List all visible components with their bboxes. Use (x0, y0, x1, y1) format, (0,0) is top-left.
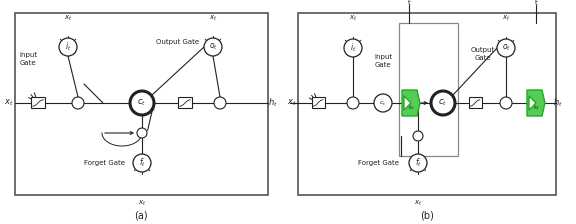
Circle shape (344, 39, 362, 57)
Polygon shape (529, 96, 536, 110)
Circle shape (497, 39, 515, 57)
Text: (a): (a) (134, 210, 148, 220)
Text: (b): (b) (420, 210, 434, 220)
Text: Input: Input (19, 52, 37, 58)
Text: Output Gate: Output Gate (157, 39, 199, 45)
Text: Gate: Gate (374, 62, 391, 68)
FancyBboxPatch shape (468, 97, 482, 108)
Text: $x_t$: $x_t$ (4, 98, 14, 108)
Text: $x_t$: $x_t$ (414, 198, 422, 208)
Circle shape (130, 91, 154, 115)
Circle shape (409, 154, 427, 172)
Text: $x_t$: $x_t$ (209, 13, 217, 23)
Text: $i_t$: $i_t$ (65, 41, 71, 53)
Text: $x_t$: $x_t$ (349, 13, 357, 23)
Polygon shape (404, 96, 411, 110)
Circle shape (133, 154, 151, 172)
Text: Gate: Gate (475, 55, 491, 61)
Text: $k_t$: $k_t$ (533, 103, 539, 112)
Circle shape (72, 97, 84, 109)
Text: Forget Gate: Forget Gate (358, 160, 399, 166)
Text: $i_t$: $i_t$ (350, 42, 356, 54)
Text: t: t (408, 0, 410, 6)
Circle shape (413, 131, 423, 141)
Circle shape (137, 128, 147, 138)
Circle shape (204, 38, 222, 56)
Circle shape (431, 91, 455, 115)
Text: $c_t$: $c_t$ (438, 98, 448, 108)
Text: $o_t$: $o_t$ (209, 42, 218, 52)
Polygon shape (402, 90, 420, 116)
Text: $x_t$: $x_t$ (138, 198, 146, 208)
Text: $f_t$: $f_t$ (138, 157, 146, 169)
Text: $o_t$: $o_t$ (502, 43, 510, 53)
Text: Input: Input (374, 54, 392, 60)
Text: $x_t$: $x_t$ (287, 98, 297, 108)
Text: $f_t$: $f_t$ (415, 157, 422, 169)
Circle shape (500, 97, 512, 109)
Text: $x_t$: $x_t$ (64, 13, 72, 23)
Text: $k_t$: $k_t$ (408, 103, 414, 112)
Text: $h_t$: $h_t$ (268, 97, 278, 109)
Circle shape (347, 97, 359, 109)
Circle shape (374, 94, 392, 112)
Circle shape (214, 97, 226, 109)
FancyBboxPatch shape (31, 97, 45, 108)
Text: $h_t$: $h_t$ (553, 97, 563, 109)
Text: Gate: Gate (20, 60, 36, 66)
FancyBboxPatch shape (312, 97, 324, 108)
Text: $\tilde{c}_t$: $\tilde{c}_t$ (380, 99, 386, 108)
Polygon shape (527, 90, 545, 116)
FancyBboxPatch shape (178, 97, 192, 108)
Text: Forget Gate: Forget Gate (85, 160, 126, 166)
Circle shape (59, 38, 77, 56)
Text: Output: Output (471, 47, 495, 53)
Text: t: t (535, 0, 537, 6)
Text: $x_t$: $x_t$ (502, 13, 510, 23)
Text: $c_t$: $c_t$ (138, 98, 146, 108)
